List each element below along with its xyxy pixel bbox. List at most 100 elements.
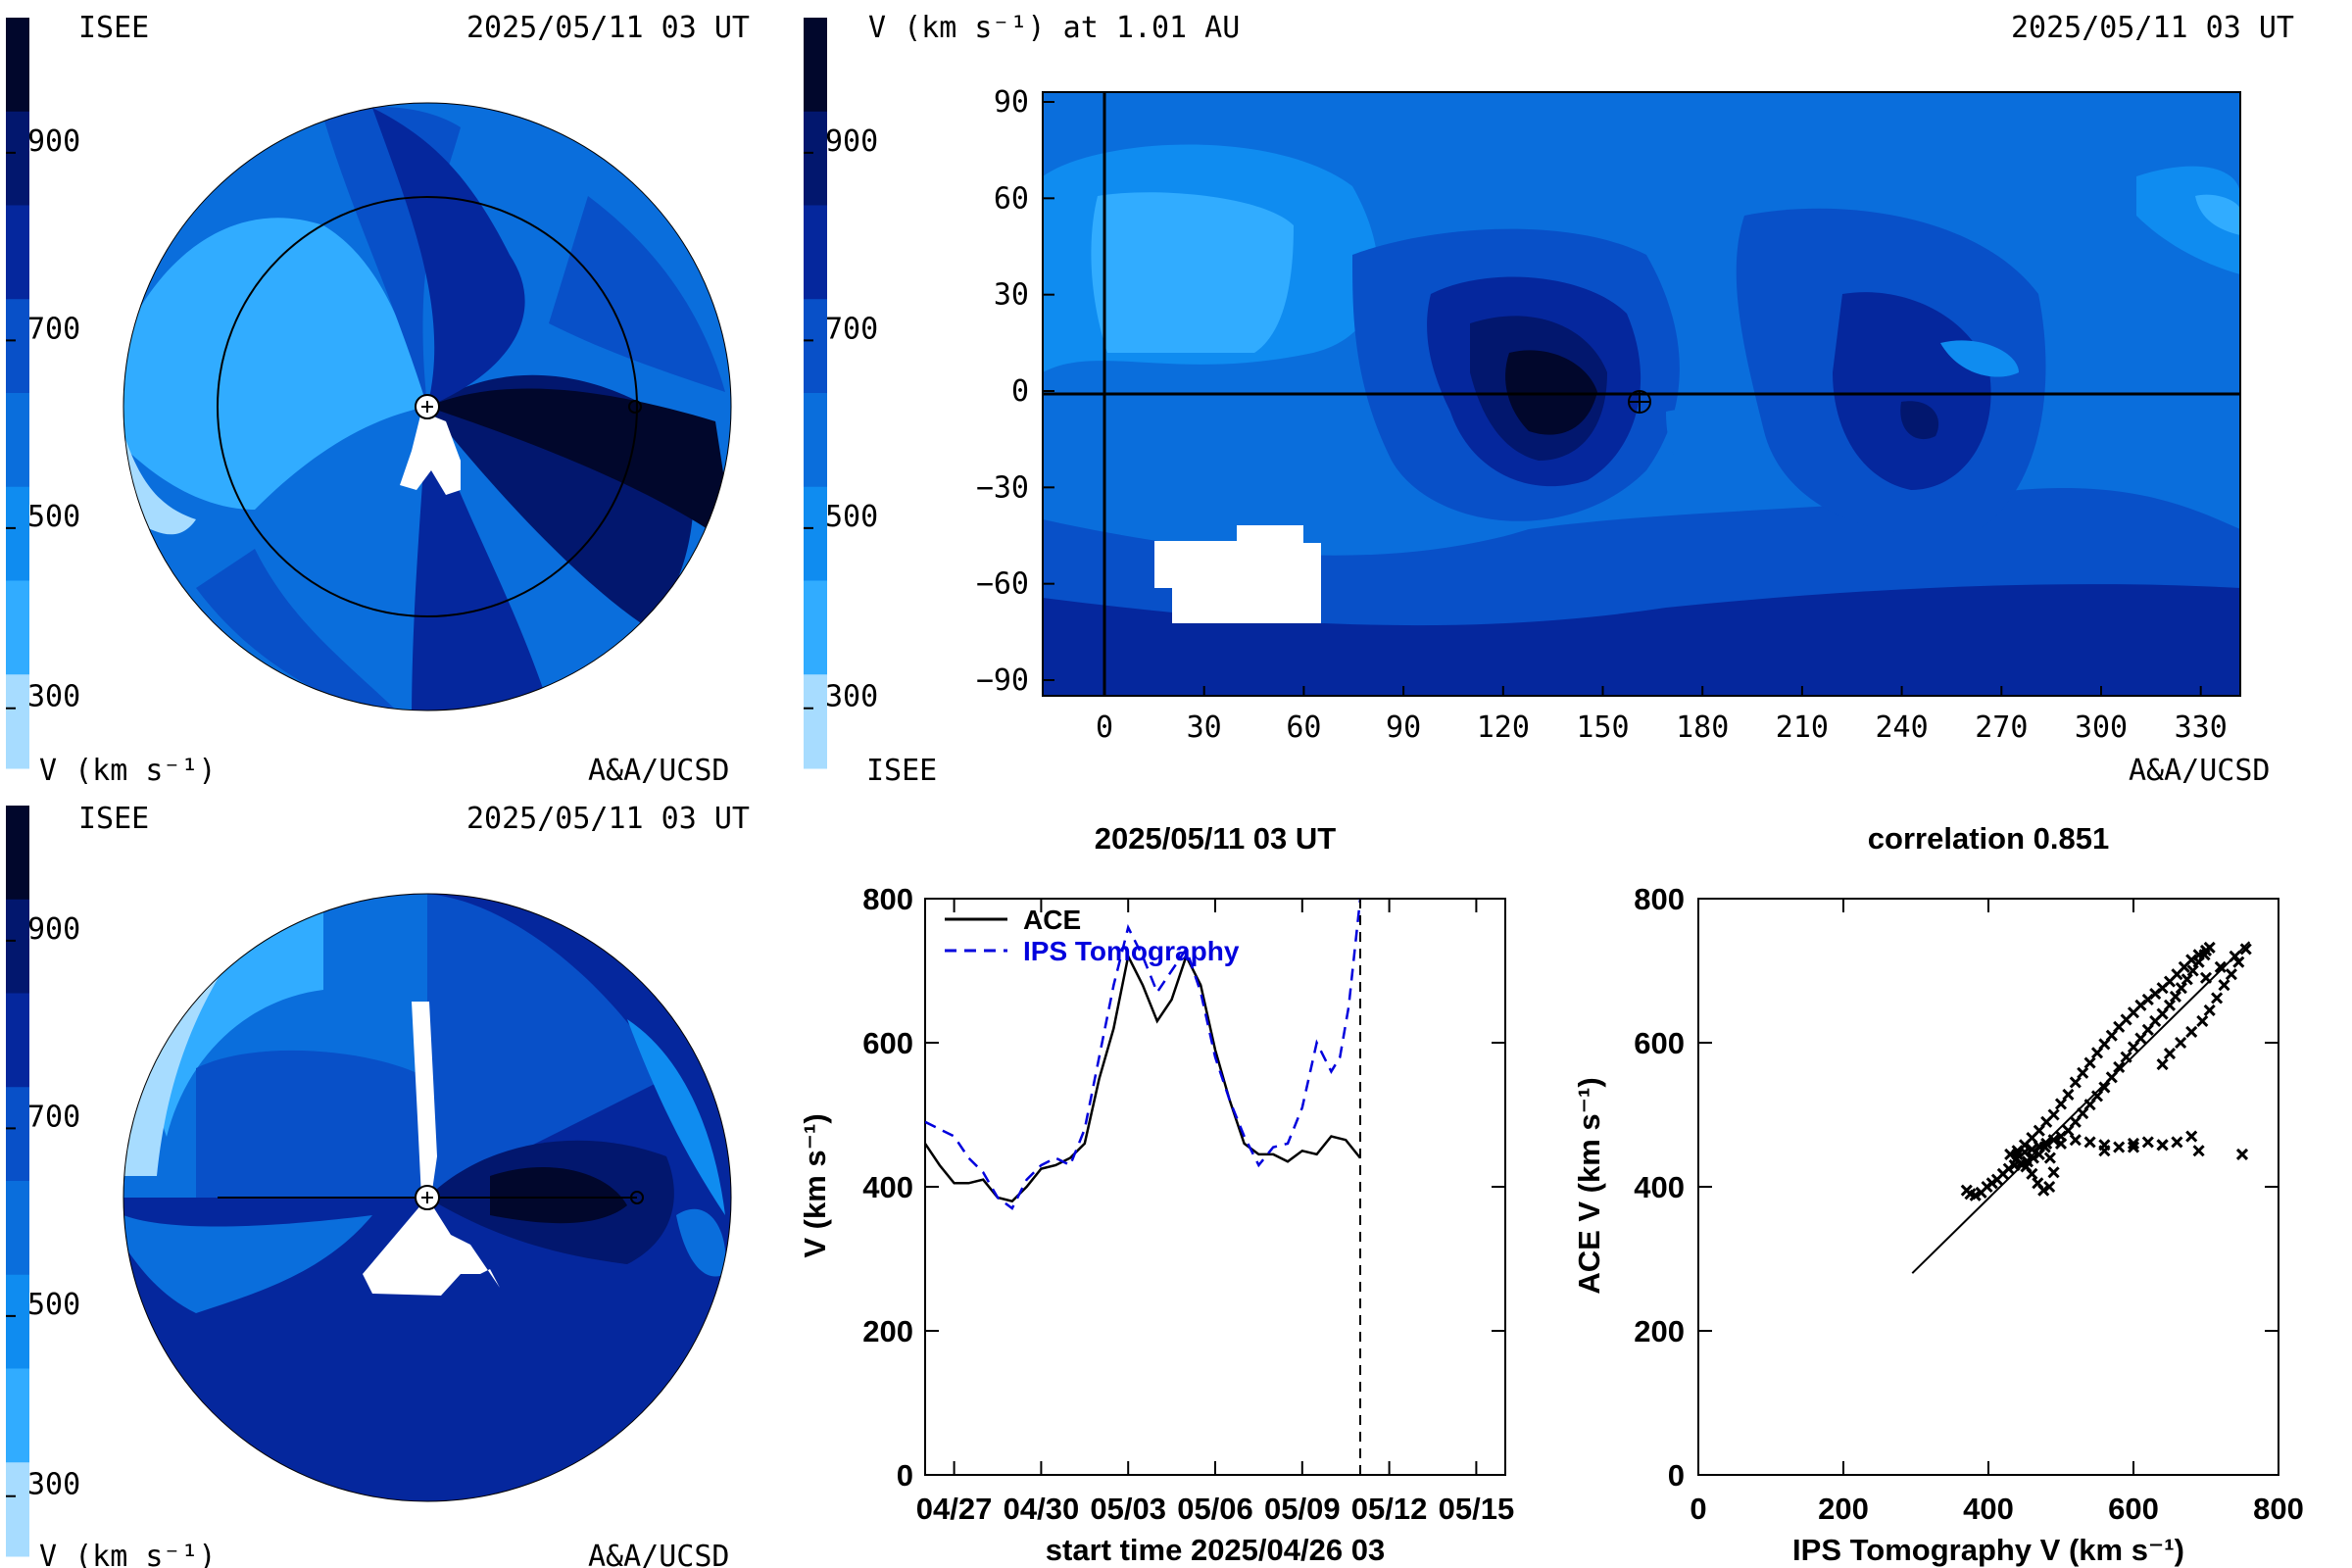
- scatter-y-tick-label: 400: [1634, 1170, 1685, 1204]
- colorbar-tick-label: 900: [27, 912, 80, 947]
- regression-fit-line: [1911, 941, 2251, 1274]
- meridional-disk: [123, 894, 731, 1501]
- map-timestamp: 2025/05/11 03 UT: [2011, 11, 2294, 45]
- scatter-y-tick-label: 0: [1668, 1458, 1685, 1493]
- map-y-tick-label: −30: [976, 470, 1029, 505]
- map-isee-label: ISEE: [866, 754, 937, 788]
- map-x-tick-label: 240: [1876, 710, 1929, 745]
- colorbar-swatch: [804, 393, 827, 488]
- meridional-sun-cross: [421, 1192, 433, 1203]
- scatter-point: [2127, 1141, 2140, 1153]
- scatter-x-tick-label: 400: [1963, 1492, 2014, 1526]
- colorbar-tick-label: 500: [27, 1288, 80, 1322]
- colorbar-swatch: [804, 18, 827, 113]
- map-credit-label: A&A/UCSD: [2129, 754, 2271, 788]
- colorbar-tick-label: 300: [27, 1468, 80, 1502]
- scatter-y-tick-label: 200: [1634, 1314, 1685, 1348]
- scatter-point: [2185, 1025, 2198, 1039]
- scatter-point: [2239, 943, 2252, 956]
- isee-label: ISEE: [78, 11, 149, 45]
- colorbar-swatch: [804, 111, 827, 206]
- scatter-point: [2203, 941, 2216, 955]
- scatter-point: [2077, 1066, 2089, 1079]
- colorbar-swatch: [6, 111, 29, 206]
- colorbar-swatch: [804, 205, 827, 300]
- line-chart-title: 2025/05/11 03 UT: [1095, 821, 1337, 856]
- ace-series-line: [925, 953, 1361, 1203]
- colorbar-swatch: [6, 1087, 29, 1182]
- scatter-point: [2062, 1088, 2075, 1101]
- line-chart-frame: [924, 898, 1506, 1476]
- panel-meridional: 900 700 500 300 ISEE 2025/05/11 03 UT V (km…: [6, 802, 750, 1568]
- map-x-tick-label: 0: [1096, 710, 1113, 745]
- scatter-point: [2002, 1162, 2015, 1175]
- colorbar-swatch: [6, 486, 29, 581]
- colorbar-tick-label: 700: [27, 312, 80, 346]
- map-title: V (km s⁻¹) at 1.01 AU: [868, 11, 1240, 45]
- colorbar-swatch: [804, 674, 827, 769]
- map-x-tick-label: 210: [1776, 710, 1829, 745]
- scatter-point: [2225, 968, 2237, 981]
- sun-cross: [421, 401, 433, 413]
- scatter-point: [2083, 1136, 2096, 1149]
- scatter-point: [2037, 1184, 2050, 1197]
- line-y-tick-label: 0: [897, 1458, 913, 1493]
- line-x-tick-label: 05/06: [1177, 1492, 1253, 1526]
- scatter-point: [2235, 1148, 2249, 1160]
- scatter-point: [2054, 1098, 2068, 1110]
- colorbar-tick-label: 700: [27, 1100, 80, 1134]
- scatter-point: [2026, 1167, 2038, 1180]
- map-x-tick-label: 330: [2175, 710, 2228, 745]
- credit-label-bottom: A&A/UCSD: [588, 1540, 730, 1568]
- colorbar-tick-label: 700: [825, 312, 878, 346]
- meridional-gap-south: [363, 1198, 500, 1296]
- line-x-tick-label: 05/09: [1264, 1492, 1341, 1526]
- colorbar-swatch: [6, 18, 29, 113]
- credit-label: A&A/UCSD: [588, 754, 730, 788]
- scatter-point: [2040, 1137, 2053, 1150]
- line-y-tick-label: 800: [862, 882, 913, 916]
- units-label: V (km s⁻¹): [39, 754, 217, 788]
- timestamp-label-bottom: 2025/05/11 03 UT: [466, 802, 750, 836]
- meridional-earth-marker: [630, 1191, 644, 1204]
- scatter-title: correlation 0.851: [1868, 821, 2109, 856]
- colorbar-swatch: [804, 580, 827, 675]
- map-x-tick-label: 150: [1576, 710, 1629, 745]
- scatter-point: [2175, 982, 2187, 995]
- scatter-point: [2027, 1152, 2039, 1164]
- map-axes: 0 30 60 90 120 150 180 210 240 270 300 3309060300−3…: [976, 85, 2228, 745]
- scatter-point: [2156, 1139, 2169, 1152]
- map-earth-cross: [1629, 391, 1650, 413]
- disk-outline: [122, 102, 732, 711]
- line-y-tick-label: 200: [862, 1314, 913, 1348]
- scatter-point: [2232, 956, 2245, 968]
- units-label-bottom: V (km s⁻¹): [39, 1540, 217, 1568]
- scatter-point: [2043, 1180, 2056, 1194]
- meridional-disk-outline: [122, 893, 732, 1502]
- scatter-point: [2211, 992, 2224, 1004]
- scatter-x-tick-label: 800: [2253, 1492, 2304, 1526]
- scatter-point: [2163, 1047, 2177, 1060]
- scatter-y-tick-label: 800: [1634, 882, 1685, 916]
- colorbar-swatch: [804, 486, 827, 581]
- colorbar-tick-label: 500: [825, 500, 878, 534]
- line-x-tick-label: 05/03: [1090, 1492, 1166, 1526]
- colorbar-swatch: [6, 299, 29, 394]
- scatter-point: [2120, 1051, 2132, 1063]
- scatter-point: [2043, 1152, 2056, 1164]
- line-y-tick-label: 600: [862, 1026, 913, 1060]
- line-plot-area: [925, 899, 1362, 1210]
- scatter-xlabel: IPS Tomography V (km s⁻¹): [1792, 1533, 2184, 1567]
- meridional-gap-north: [412, 1002, 437, 1198]
- map-x-tick-label: 300: [2075, 710, 2128, 745]
- colorbar-swatch: [6, 674, 29, 769]
- scatter-point: [2156, 1057, 2169, 1071]
- scatter-point: [2141, 1136, 2154, 1149]
- scatter-point: [2214, 960, 2227, 973]
- line-x-tick-label: 05/12: [1351, 1492, 1428, 1526]
- scatter-point: [2098, 1145, 2111, 1157]
- scatter-point: [2199, 971, 2213, 984]
- map-y-tick-label: 0: [1011, 374, 1029, 409]
